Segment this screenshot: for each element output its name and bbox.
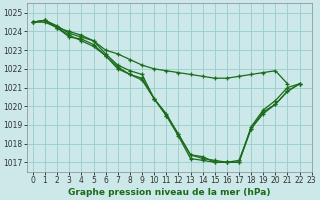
X-axis label: Graphe pression niveau de la mer (hPa): Graphe pression niveau de la mer (hPa) bbox=[68, 188, 270, 197]
